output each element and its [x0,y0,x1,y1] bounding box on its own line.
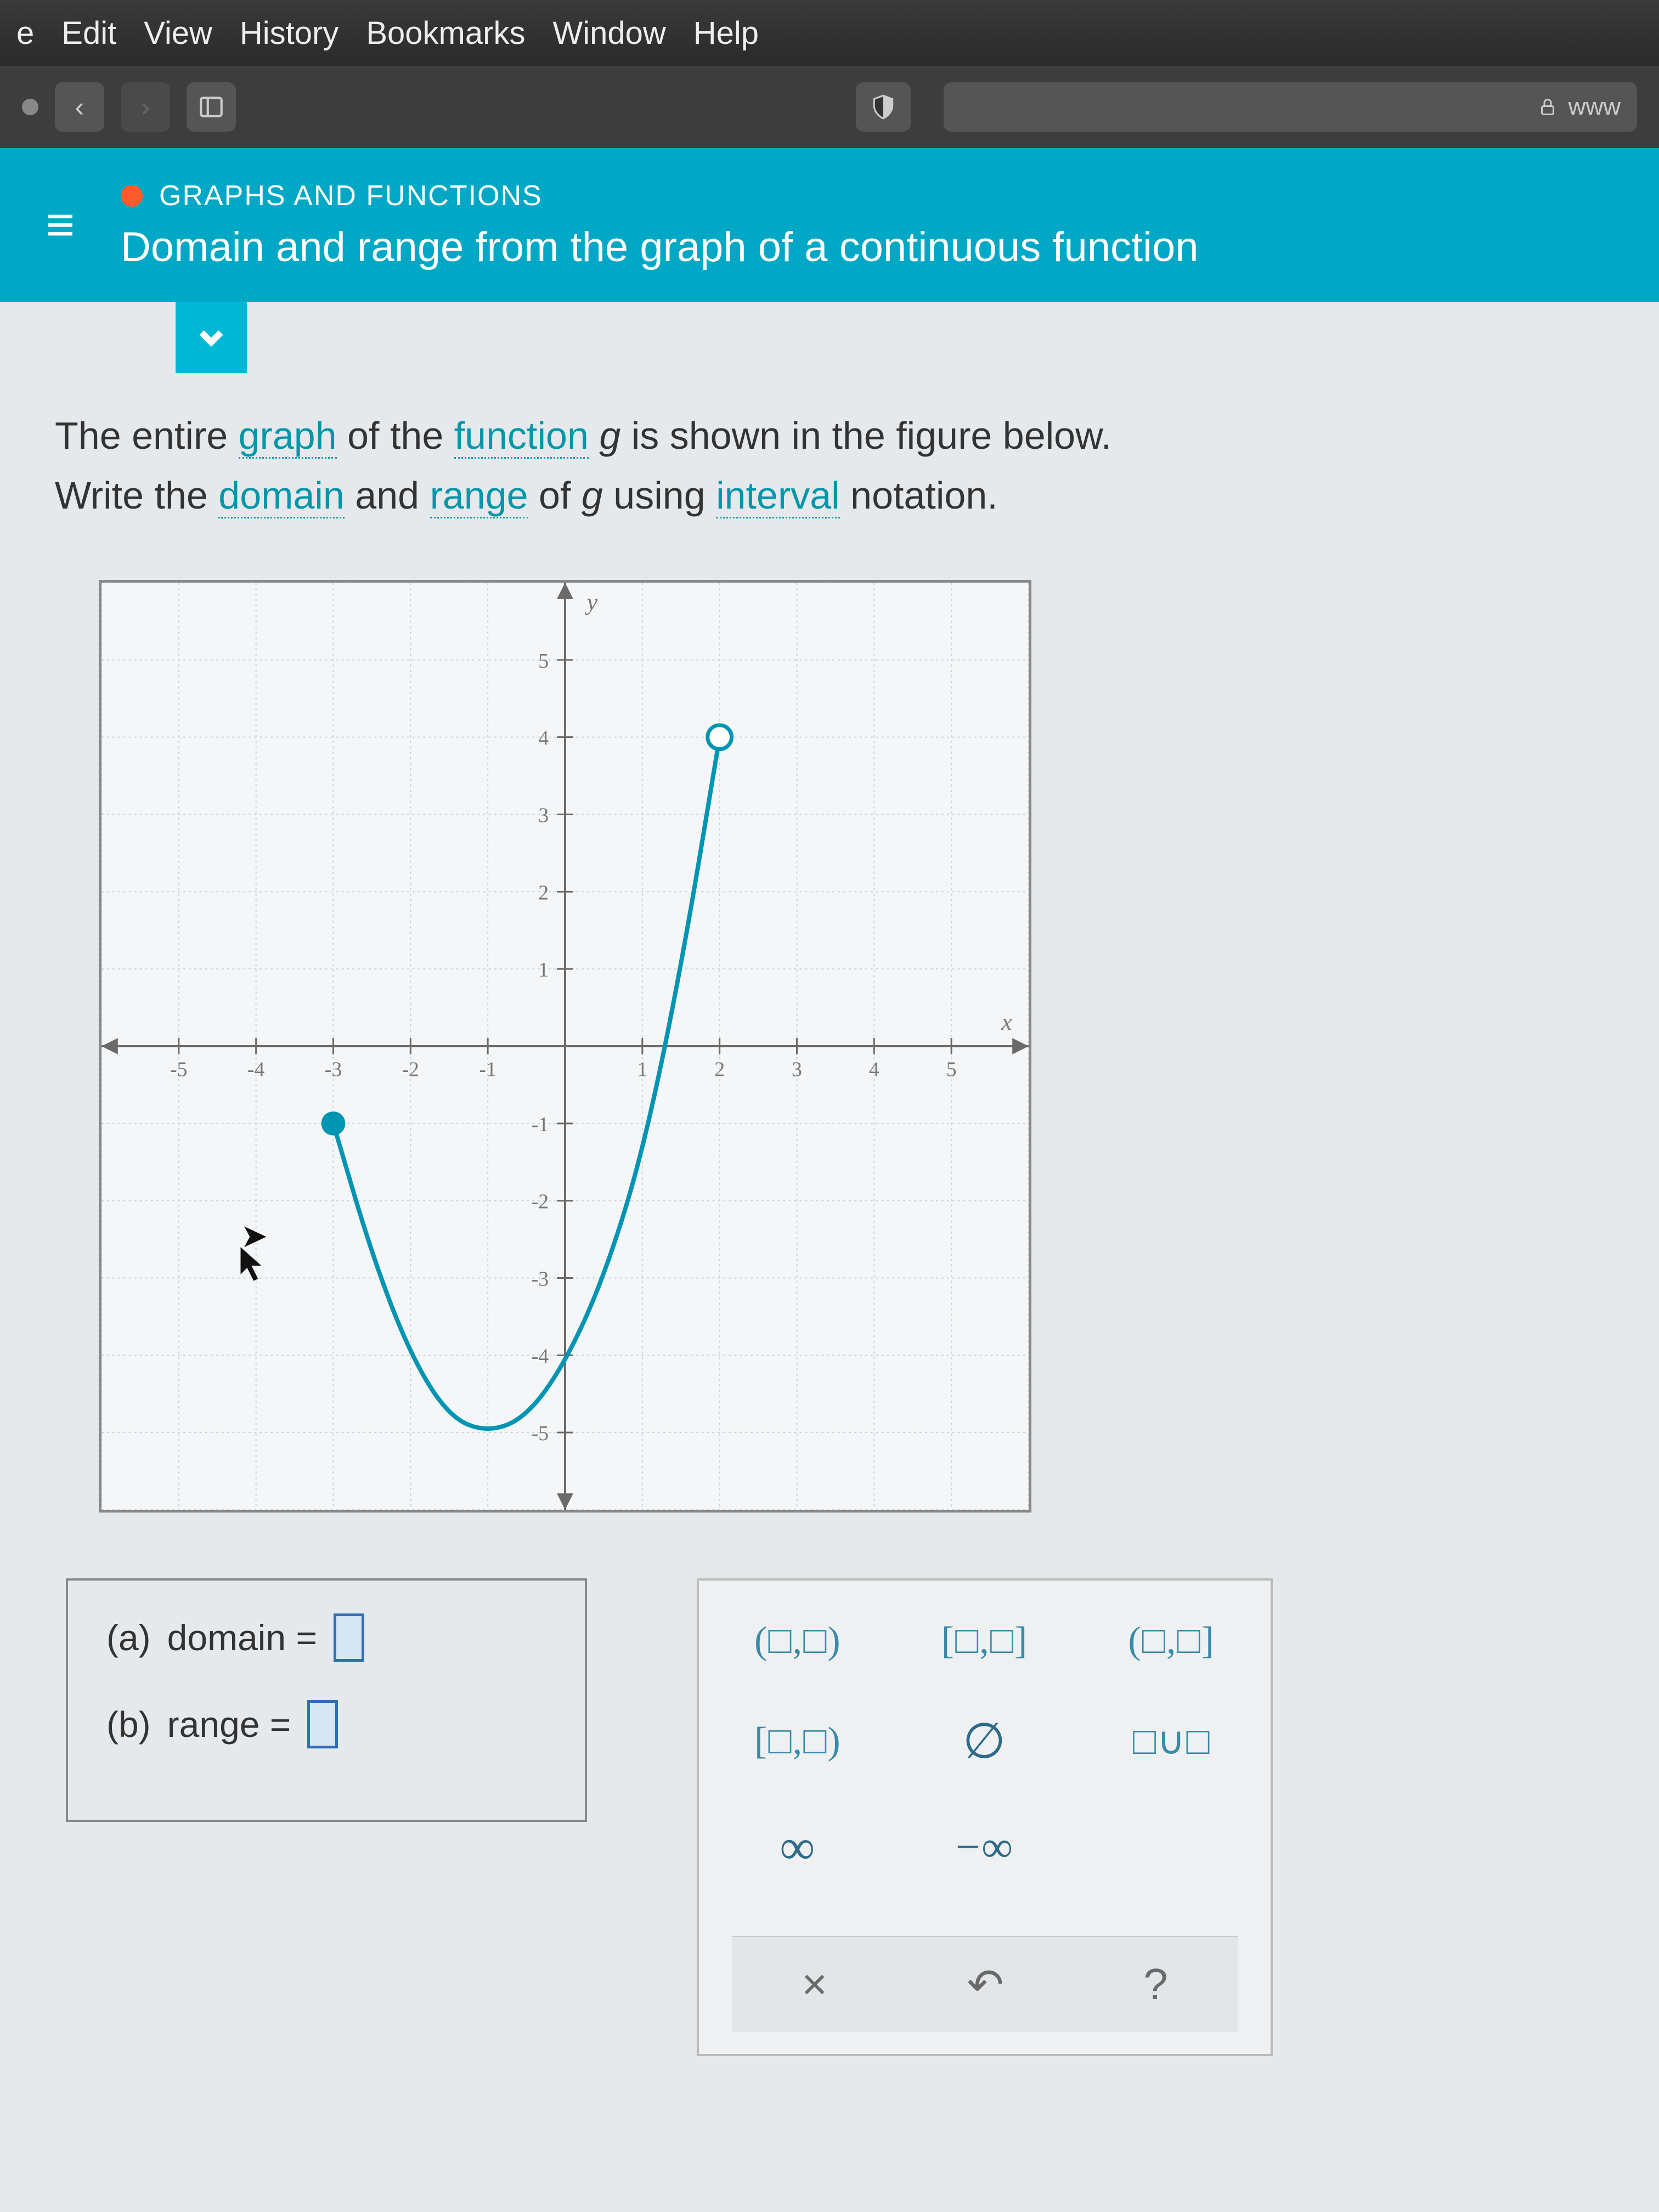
svg-text:-1: -1 [479,1058,496,1081]
svg-text:-2: -2 [532,1190,549,1214]
term-link-graph[interactable]: graph [239,414,337,459]
menu-icon[interactable]: ≡ [33,197,88,253]
menu-item[interactable]: Help [693,15,759,52]
svg-text:5: 5 [946,1058,957,1081]
svg-text:-5: -5 [532,1422,549,1445]
svg-text:3: 3 [538,804,549,827]
answer-box: (a) domain = (b) range = [66,1578,587,1822]
empty-set-button[interactable]: ∅ [963,1712,1007,1770]
collapse-button[interactable] [176,302,247,373]
symbol-palette: (□,□) [□,□] (□,□] [□,□) ∅ □∪□ ∞ −∞ × ↶ ? [697,1578,1273,2056]
term-link-domain[interactable]: domain [218,474,345,518]
category-text: GRAPHS AND FUNCTIONS [159,179,543,212]
part-label-b: (b) [106,1703,151,1745]
graph-figure: -5 -4 -3 -2 -1 1 2 3 4 5 -5 -4 -3 -2 -1 1 2 3 4 5 x y ➤ [99,580,1031,1513]
svg-text:y: y [585,589,598,616]
shield-icon[interactable] [856,82,911,132]
menu-item[interactable]: History [240,15,338,52]
interval-open-open-button[interactable]: (□,□) [754,1619,842,1663]
domain-label: domain = [167,1617,317,1658]
menu-item[interactable]: e [16,15,34,52]
browser-toolbar: ‹ › www [0,66,1659,148]
forward-button: › [121,82,170,132]
tab-dot-icon [22,99,38,115]
status-dot-icon [121,185,143,207]
svg-text:-4: -4 [532,1345,549,1368]
infinity-button[interactable]: ∞ [780,1819,816,1876]
svg-text:2: 2 [714,1058,725,1081]
menu-item[interactable]: Bookmarks [366,15,525,52]
lesson-header: ≡ GRAPHS AND FUNCTIONS Domain and range … [0,148,1659,302]
back-button[interactable]: ‹ [55,82,104,132]
term-link-function[interactable]: function [454,414,589,459]
svg-text:-3: -3 [532,1267,549,1290]
menu-item[interactable]: Window [552,15,665,52]
svg-text:➤: ➤ [241,1217,268,1254]
svg-text:-1: -1 [532,1113,549,1136]
interval-closed-closed-button[interactable]: [□,□] [941,1619,1029,1663]
svg-text:-3: -3 [325,1058,342,1081]
range-label: range = [167,1703,291,1745]
term-link-interval[interactable]: interval [716,474,840,518]
svg-text:3: 3 [792,1058,802,1081]
interval-closed-open-button[interactable]: [□,□) [754,1719,842,1763]
menu-item[interactable]: Edit [61,15,116,52]
url-text: www [1568,93,1621,121]
graph-svg: -5 -4 -3 -2 -1 1 2 3 4 5 -5 -4 -3 -2 -1 1 2 3 4 5 x y ➤ [101,583,1029,1510]
domain-input[interactable] [334,1613,364,1662]
lesson-title: Domain and range from the graph of a con… [121,223,1199,271]
svg-text:5: 5 [538,650,549,673]
term-link-range[interactable]: range [430,474,528,518]
svg-text:1: 1 [637,1058,647,1081]
range-input[interactable] [307,1700,338,1748]
svg-text:x: x [1001,1009,1012,1035]
reset-button[interactable]: ↶ [967,1959,1004,2010]
clear-button[interactable]: × [802,1959,827,2010]
svg-text:-5: -5 [170,1058,187,1081]
svg-text:-2: -2 [402,1058,419,1081]
help-button[interactable]: ? [1143,1959,1168,2010]
svg-text:2: 2 [538,881,549,904]
content-area: The entire graph of the function g is sh… [0,302,1659,2212]
svg-text:4: 4 [538,727,549,750]
menu-item[interactable]: View [144,15,212,52]
union-button[interactable]: □∪□ [1133,1718,1211,1764]
svg-text:4: 4 [869,1058,879,1081]
part-label-a: (a) [106,1617,151,1658]
question-prompt: The entire graph of the function g is sh… [0,302,1659,558]
interval-open-closed-button[interactable]: (□,□] [1128,1619,1215,1663]
sidebar-button[interactable] [187,82,236,132]
lesson-category: GRAPHS AND FUNCTIONS [121,179,1199,212]
lock-icon [1538,95,1558,119]
os-menubar: e Edit View History Bookmarks Window Hel… [0,0,1659,66]
svg-text:1: 1 [538,958,549,981]
svg-text:-4: -4 [247,1058,265,1081]
url-bar[interactable]: www [944,82,1637,132]
neg-infinity-button[interactable]: −∞ [956,1822,1014,1872]
